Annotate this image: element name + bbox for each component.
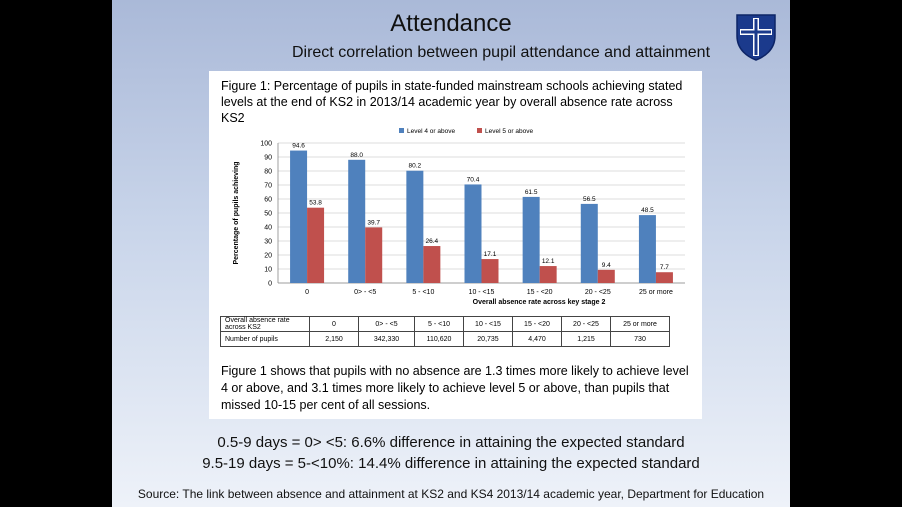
stat-line-2: 9.5-19 days = 5-<10%: 14.4% difference i… (202, 455, 700, 472)
legend-entry: Level 4 or above (407, 128, 455, 135)
figure-caption: Figure 1: Percentage of pupils in state-… (221, 79, 683, 125)
table-row-header: Number of pupils (220, 331, 310, 347)
table-row: Overall absence rate across KS2 0 0> - <… (220, 316, 670, 332)
bar (290, 150, 308, 283)
table-cell: 2,150 (309, 331, 359, 347)
attainment-bar-chart: 0 10 20 30 40 50 60 70 80 90 100 94.6 53.8 88.0 39.7 8… (233, 128, 685, 306)
shield-cross-icon (736, 14, 776, 61)
legend-swatch (399, 128, 404, 133)
table-row: Number of pupils 2,150 342,330 110,620 2… (220, 331, 670, 347)
data-label: 80.2 (409, 163, 422, 170)
data-label: 53.8 (309, 200, 322, 207)
x-tick-label: 5 - <10 (412, 289, 434, 296)
table-cell: 0 (309, 316, 359, 332)
y-tick-label: 20 (264, 253, 272, 260)
stat-line-1: 0.5-9 days = 0> <5: 6.6% difference in a… (217, 434, 685, 451)
table-cell: 20,735 (463, 331, 513, 347)
y-tick-label: 90 (264, 155, 272, 162)
data-label: 26.4 (426, 238, 439, 245)
x-tick-label: 0 (305, 289, 309, 296)
bar (406, 170, 424, 283)
table-row-header: Overall absence rate across KS2 (220, 316, 310, 332)
bar (539, 266, 557, 283)
table-cell: 342,330 (358, 331, 415, 347)
bar (655, 272, 673, 283)
bar (348, 159, 366, 283)
y-tick-label: 40 (264, 225, 272, 232)
y-tick-label: 10 (264, 267, 272, 274)
bar (481, 259, 499, 283)
bar (423, 246, 441, 283)
figure-panel: Figure 1: Percentage of pupils in state-… (209, 71, 702, 419)
data-label: 12.1 (542, 258, 555, 265)
data-label: 88.0 (350, 152, 363, 159)
table-cell: 730 (610, 331, 670, 347)
bar (522, 196, 540, 283)
source-citation: Source: The link between absence and att… (137, 487, 765, 501)
data-label: 17.1 (484, 251, 497, 258)
table-cell: 20 - <25 (561, 316, 611, 332)
y-tick-label: 50 (264, 211, 272, 218)
data-label: 56.5 (583, 196, 596, 203)
data-label: 94.6 (292, 143, 305, 150)
table-cell: 25 or more (610, 316, 670, 332)
slide-subtitle: Direct correlation between pupil attenda… (291, 44, 711, 61)
y-tick-label: 60 (264, 197, 272, 204)
legend-swatch (477, 128, 482, 133)
x-axis-label: Overall absence rate across key stage 2 (473, 299, 606, 306)
bar (464, 184, 482, 283)
x-tick-label: 0> - <5 (354, 289, 376, 296)
bar (597, 269, 615, 283)
x-tick-label: 20 - <25 (585, 289, 611, 296)
y-tick-label: 80 (264, 169, 272, 176)
table-cell: 15 - <20 (512, 316, 562, 332)
data-label: 39.7 (367, 219, 380, 226)
table-cell: 5 - <10 (414, 316, 464, 332)
figure-description: Figure 1 shows that pupils with no absen… (221, 364, 689, 412)
table-cell: 1,215 (561, 331, 611, 347)
y-tick-label: 100 (260, 141, 272, 148)
slide: Attendance Direct correlation between pu… (112, 0, 790, 507)
absence-table: Overall absence rate across KS2 0 0> - <… (220, 316, 670, 347)
y-axis-label: Percentage of pupils achieving (233, 161, 240, 264)
data-label: 70.4 (467, 176, 480, 183)
table-cell: 110,620 (414, 331, 464, 347)
legend-entry: Level 5 or above (485, 128, 533, 135)
bar (307, 207, 325, 283)
x-tick-label: 15 - <20 (527, 289, 553, 296)
bar (365, 227, 383, 283)
data-label: 61.5 (525, 189, 538, 196)
x-tick-label: 10 - <15 (469, 289, 495, 296)
y-tick-label: 0 (268, 281, 272, 288)
bar (580, 203, 598, 283)
bar (638, 215, 656, 283)
data-label: 48.5 (641, 207, 654, 214)
table-cell: 10 - <15 (463, 316, 513, 332)
table-cell: 0> - <5 (358, 316, 415, 332)
data-label: 9.4 (602, 262, 611, 269)
slide-title: Attendance (390, 10, 512, 37)
y-tick-label: 70 (264, 183, 272, 190)
y-tick-label: 30 (264, 239, 272, 246)
data-label: 7.7 (660, 264, 669, 271)
table-cell: 4,470 (512, 331, 562, 347)
x-tick-label: 25 or more (639, 289, 673, 296)
